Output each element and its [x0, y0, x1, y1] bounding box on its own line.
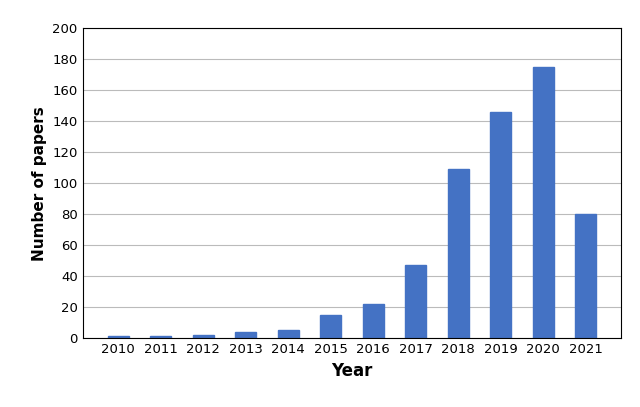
Bar — [405, 265, 426, 338]
X-axis label: Year: Year — [332, 362, 372, 380]
Bar — [235, 332, 257, 338]
Bar — [490, 112, 511, 338]
Bar — [150, 336, 172, 338]
Y-axis label: Number of papers: Number of papers — [32, 106, 47, 260]
Bar — [320, 315, 341, 338]
Bar — [193, 335, 214, 338]
Bar — [575, 214, 596, 338]
Bar — [278, 330, 299, 338]
Bar — [363, 304, 384, 338]
Bar — [108, 336, 129, 338]
Bar — [532, 67, 554, 338]
Bar — [447, 169, 469, 338]
